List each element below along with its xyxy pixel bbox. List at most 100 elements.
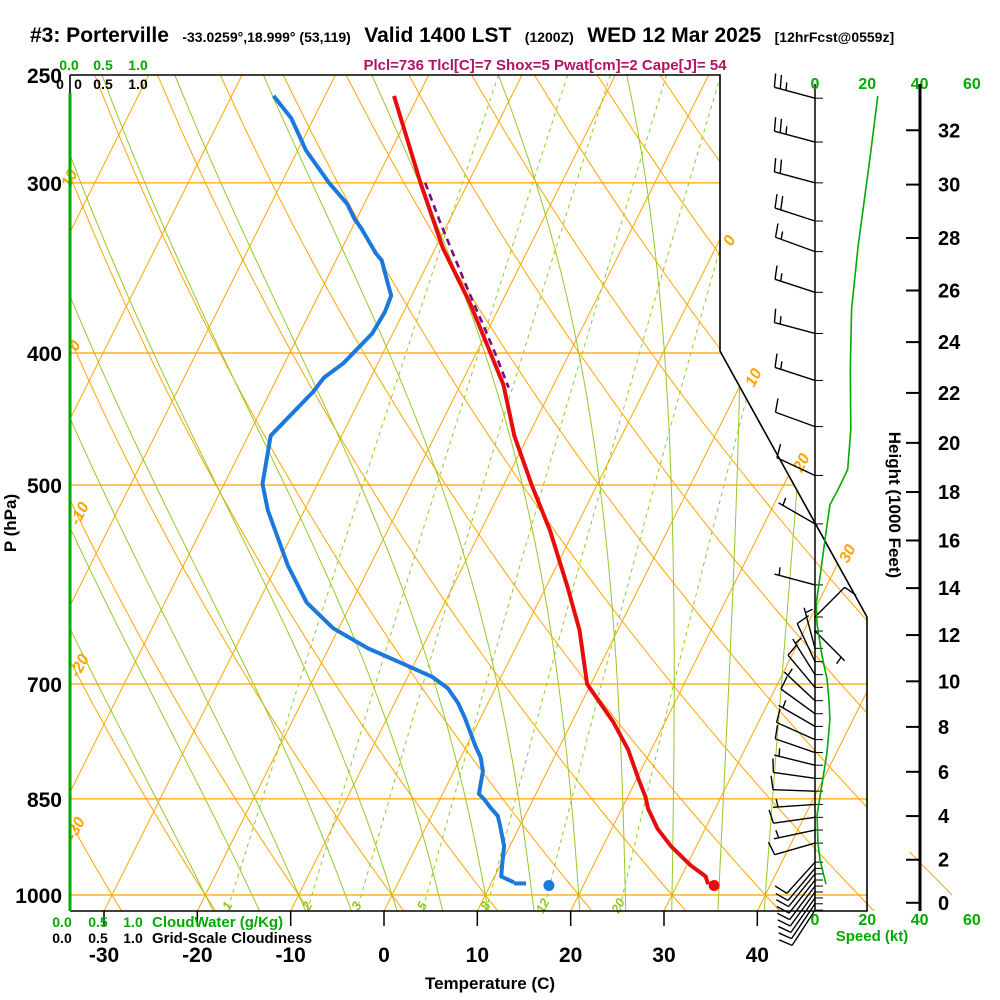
height-axis-tick-label: 2: [938, 850, 949, 872]
wind-barb-staff: [774, 754, 816, 766]
wind-barb: [778, 497, 823, 525]
speed-axis-tick-bottom: 40: [911, 912, 929, 929]
speed-axis-tick-top: 60: [963, 76, 981, 93]
wind-barb-staff: [796, 623, 816, 662]
wind-barb-staff: [773, 803, 816, 809]
wind-barb: [774, 353, 823, 382]
cloudiness-scale-top: 0: [74, 76, 82, 92]
wind-barb-staff: [814, 586, 846, 618]
wind-barb-staff: [774, 366, 816, 382]
wind-barb-feather: [773, 117, 777, 132]
moist-adiabat-line: [70, 75, 315, 911]
height-axis-tick-label: 12: [938, 625, 960, 647]
temperature-tick-label: -30: [89, 944, 119, 967]
adiabat-isotherm-label: 20: [790, 451, 814, 476]
speed-axis-tick-bottom: 20: [858, 912, 876, 929]
dry-adiabat-line: [70, 75, 425, 911]
moist-adiabat-line: [174, 75, 493, 911]
moist-adiabat-line: [762, 75, 828, 911]
moist-adiabat-line: [70, 75, 404, 911]
isotherm-line: [70, 75, 243, 911]
wind-barb: [776, 885, 823, 921]
wind-barb-staff: [774, 321, 816, 335]
cloudwater-scale-top: 0.5: [93, 57, 113, 73]
wind-barb-staff: [776, 721, 816, 741]
pressure-tick-label: 1000: [15, 885, 62, 908]
mixing-ratio-line: [615, 75, 835, 911]
height-axis-tick-label: 28: [938, 228, 960, 250]
wind-barb-half-feather: [785, 126, 788, 135]
wind-barb-half-feather: [836, 656, 842, 665]
pressure-tick-label: 850: [27, 789, 62, 812]
moist-adiabat-line: [70, 75, 224, 911]
wind-barb-feather: [774, 724, 779, 739]
moist-adiabat-line: [262, 75, 537, 911]
wind-barb-staff: [803, 607, 816, 649]
pressure-tick-label: 700: [27, 674, 62, 697]
wind-speed-profile: [815, 95, 879, 885]
wind-barb-feather: [777, 925, 792, 933]
pressure-axis-title: P (hPa): [1, 494, 20, 552]
cloudiness-scale-label: Grid-Scale Cloudiness: [152, 930, 312, 947]
isotherm-line: [70, 75, 430, 911]
wind-barb-staff: [789, 885, 816, 921]
adiabat-isotherm-label: 0: [720, 233, 739, 249]
plot-border: [70, 74, 868, 912]
height-axis-tick-label: 0: [938, 893, 949, 915]
wind-barb-feather: [779, 118, 783, 133]
wind-barb-feather: [774, 223, 779, 238]
cloudiness-scale-bottom: 0.0: [52, 930, 72, 946]
sounding-curves: [260, 94, 711, 886]
wind-barb-staff: [790, 897, 816, 933]
wind-barb-half-feather: [780, 361, 783, 370]
isotherm-line: [196, 75, 616, 911]
wind-barb-feather: [767, 841, 776, 855]
mixing-ratio-line: [352, 75, 611, 911]
wind-barb: [773, 117, 823, 143]
height-axis-tick-label: 24: [938, 332, 961, 354]
speed-axis-tick-top: 20: [858, 76, 876, 93]
wind-barb-staff: [787, 867, 816, 902]
adiabat-isotherm-label: -30: [63, 815, 89, 843]
wind-barb-feather: [780, 195, 784, 210]
wind-barb: [774, 724, 823, 754]
wind-barb-staff: [774, 207, 816, 222]
wind-barb-feather: [787, 644, 798, 656]
wind-barb-feather: [770, 775, 774, 790]
wind-barb-staff: [814, 630, 846, 662]
isotherm-line: [756, 75, 952, 911]
moist-adiabat-line: [70, 75, 270, 911]
wind-barb: [775, 708, 823, 741]
wind-barb-staff: [773, 771, 816, 780]
dry-adiabat-line: [534, 75, 952, 911]
cloudiness-scale-bottom: 1.0: [123, 930, 143, 946]
mixing-ratio-line: [539, 75, 771, 911]
valid-time: Valid 1400 LST: [364, 24, 512, 47]
cloudiness-scale-top: 1.0: [128, 76, 148, 92]
wind-barb-half-feather: [780, 273, 783, 282]
wind-barb-staff: [780, 688, 816, 715]
isotherm-line: [570, 75, 952, 911]
cloudiness-scale-top: 0: [56, 76, 64, 92]
wind-barb-feather: [777, 919, 791, 927]
wind-barb-staff: [774, 86, 816, 99]
wind-barb-staff: [774, 573, 816, 586]
wind-barb-feather: [773, 157, 777, 173]
wind-barb: [796, 614, 823, 663]
dry-adiabat-line: [408, 75, 952, 911]
dry-adiabat-line: [70, 75, 520, 911]
wind-barb-half-feather: [782, 700, 787, 709]
isotherm-line: [383, 75, 803, 911]
wind-barb: [774, 861, 823, 894]
dry-adiabat-line: [94, 75, 615, 911]
wind-barb-feather: [778, 932, 792, 940]
dry-adiabat-line: [974, 75, 1000, 938]
cloudwater-scale-label: CloudWater (g/Kg): [152, 914, 283, 931]
height-axis-tick-label: 4: [938, 806, 950, 828]
wind-barb: [772, 758, 823, 780]
dry-adiabat-line: [219, 75, 806, 911]
height-axis-tick-label: 26: [938, 280, 960, 302]
wind-barb: [780, 676, 823, 715]
mixing-ratio-line: [482, 75, 722, 911]
